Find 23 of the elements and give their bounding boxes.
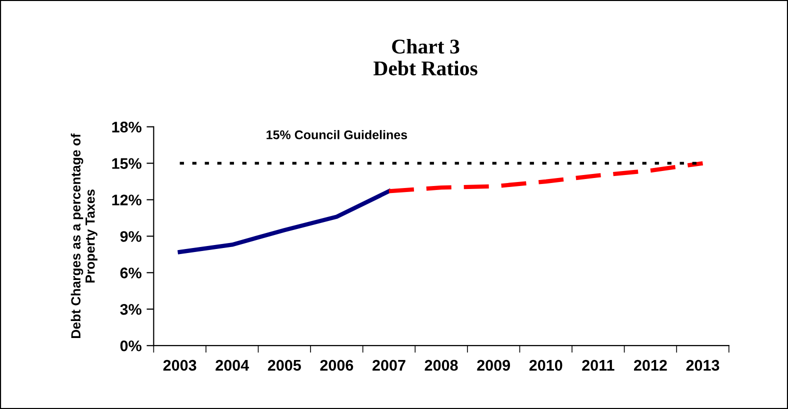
x-tick-label: 2003: [163, 360, 196, 371]
y-tick-label: 18%: [112, 122, 142, 132]
x-tick-label: 2011: [582, 360, 614, 371]
x-tick-label: 2012: [634, 360, 667, 371]
ref-line-label: 15% Council Guidelines: [266, 130, 408, 140]
x-tick-label: 2004: [216, 360, 250, 371]
x-tick-label: 2013: [686, 360, 720, 371]
x-tick-label: 2009: [477, 360, 510, 371]
x-tick-label: 2005: [268, 360, 301, 371]
x-tick-label: 2007: [372, 360, 406, 371]
x-tick-label: 2006: [320, 360, 354, 371]
y-axis-title: Debt Charges as a percentage of Property Taxes: [70, 134, 98, 338]
x-tick-label: 2010: [529, 360, 562, 371]
y-tick-label: 3%: [120, 304, 142, 315]
y-tick-label: 9%: [120, 231, 142, 242]
y-tick-label: 0%: [120, 340, 142, 352]
chart-title: Chart 3 Debt Ratios: [374, 38, 478, 76]
line-series: [178, 189, 392, 254]
x-tick-label: 2008: [424, 360, 458, 371]
y-tick-label: 6%: [120, 268, 142, 278]
y-tick-label: 15%: [112, 158, 142, 169]
line-series: [386, 161, 705, 194]
y-tick-label: 12%: [112, 194, 142, 206]
